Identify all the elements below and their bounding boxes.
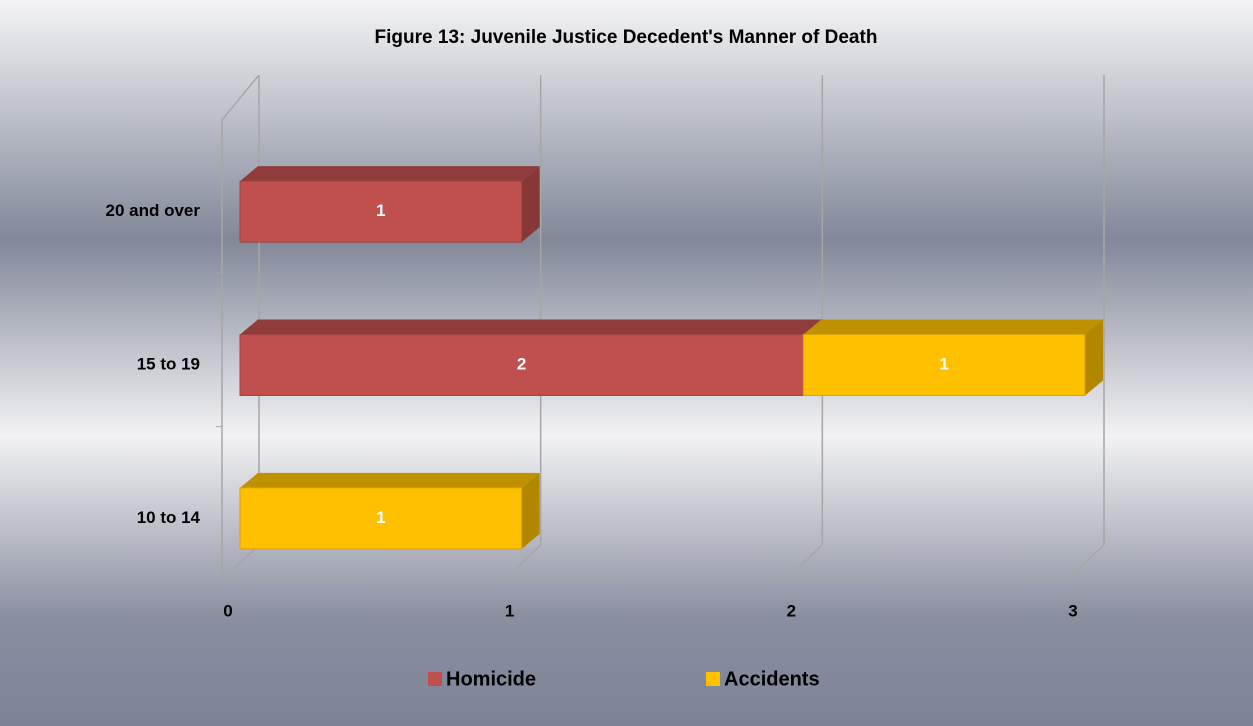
bar-side xyxy=(521,472,540,549)
bar-top xyxy=(240,472,540,488)
bar-top xyxy=(240,166,540,182)
data-label: 2 xyxy=(517,354,526,373)
bar-front xyxy=(239,180,523,243)
data-label: 1 xyxy=(939,354,948,373)
bar xyxy=(239,319,822,396)
legend-label: Homicide xyxy=(446,668,536,690)
floor-line xyxy=(1066,544,1105,581)
x-tick-label: 3 xyxy=(1068,601,1077,620)
x-tick-label: 2 xyxy=(787,601,796,620)
floor-line xyxy=(221,544,260,581)
y-tick-label: 15 to 19 xyxy=(137,354,200,373)
bar xyxy=(239,472,540,550)
legend-swatch xyxy=(428,672,442,686)
bar-side xyxy=(521,166,540,243)
bar xyxy=(802,319,1103,396)
y-tick-label: 10 to 14 xyxy=(137,508,201,527)
bar-top xyxy=(803,319,1103,335)
x-tick-label: 0 xyxy=(223,601,232,620)
bar-front xyxy=(239,334,804,396)
data-label: 1 xyxy=(376,508,385,527)
x-tick-label: 1 xyxy=(505,601,514,620)
bar-side xyxy=(1085,319,1103,396)
y-tick-label: 20 and over xyxy=(106,201,201,220)
floor-line xyxy=(503,544,542,581)
legend-label: Accidents xyxy=(724,668,820,690)
legend-swatch xyxy=(706,672,720,686)
bar xyxy=(239,166,540,243)
chart-title: Figure 13: Juvenile Justice Decedent's M… xyxy=(375,27,878,48)
bar-front xyxy=(802,334,1086,396)
floor-line xyxy=(784,544,823,581)
bar-top xyxy=(240,319,822,335)
bar-front xyxy=(239,487,523,550)
data-label: 1 xyxy=(376,201,385,220)
